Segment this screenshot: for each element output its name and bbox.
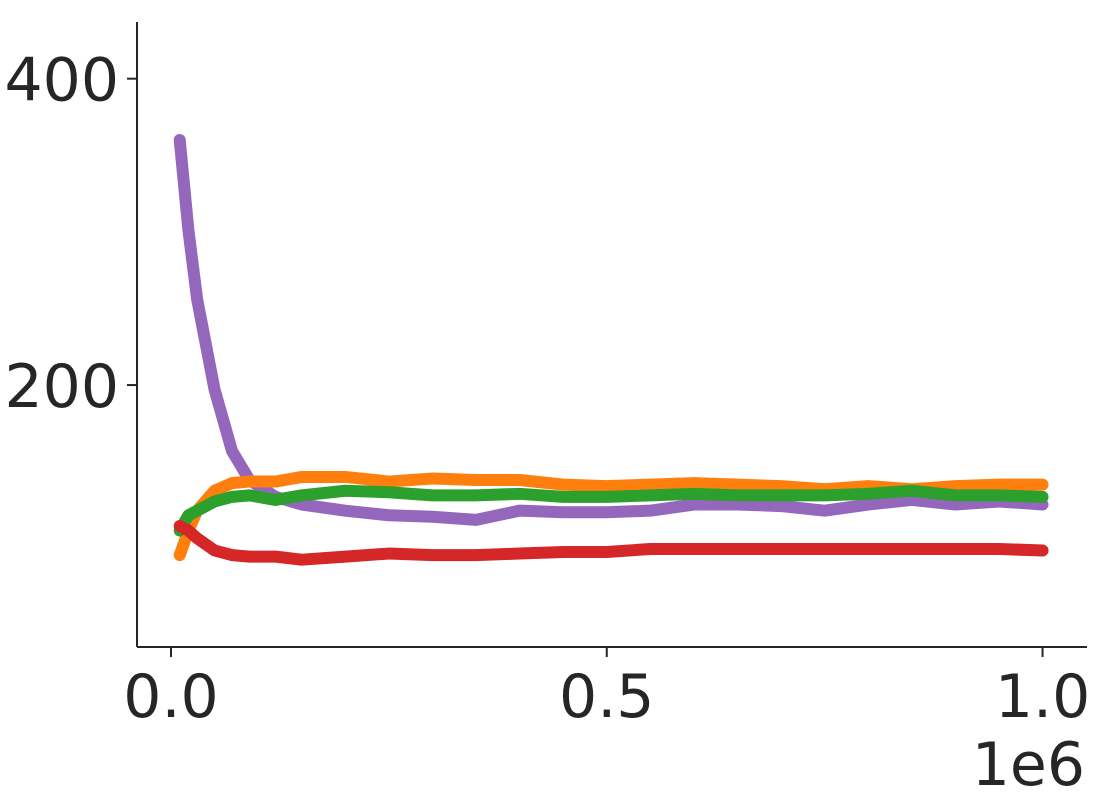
series-line <box>173 484 1049 537</box>
x-tick-label: 0.5 <box>559 662 654 732</box>
series-line <box>173 519 1049 566</box>
y-tick-label: 200 <box>4 352 119 422</box>
x-tick-label: 1.0 <box>995 662 1090 732</box>
series-line <box>173 133 1049 526</box>
x-offset-label: 1e6 <box>972 730 1085 800</box>
series-line <box>173 470 1049 562</box>
y-tick-label: 400 <box>4 46 119 116</box>
x-tick-label: 0.0 <box>123 662 218 732</box>
